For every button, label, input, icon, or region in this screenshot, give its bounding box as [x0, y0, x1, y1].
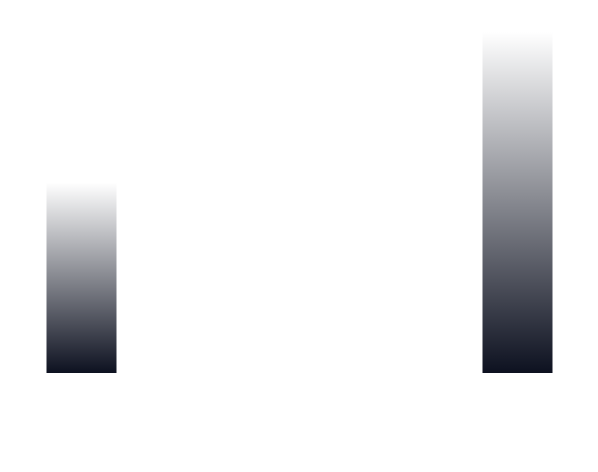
bar-4	[482, 32, 553, 373]
bars-group	[46, 32, 553, 373]
bar-0	[46, 182, 117, 373]
